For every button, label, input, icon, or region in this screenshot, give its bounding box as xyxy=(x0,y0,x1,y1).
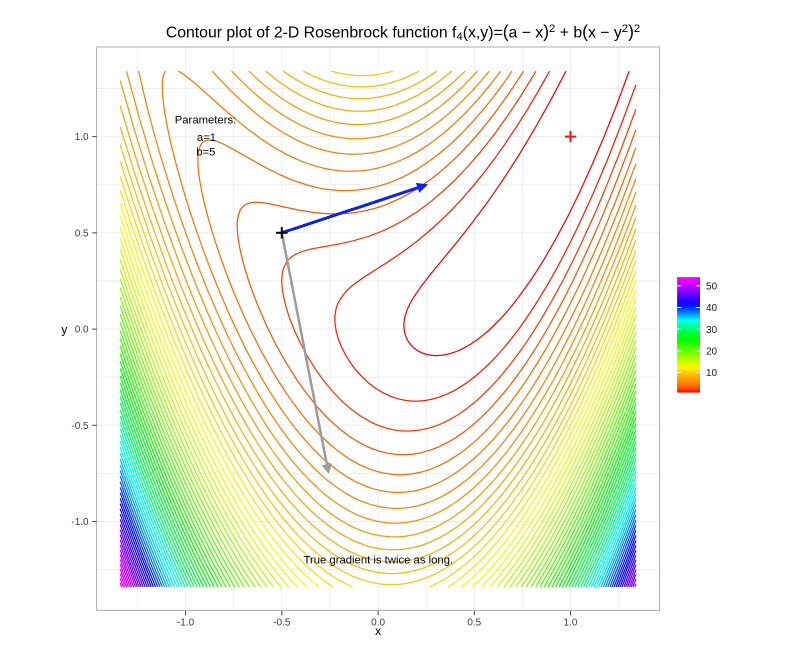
svg-text:-0.5: -0.5 xyxy=(273,618,291,629)
svg-text:1.0: 1.0 xyxy=(564,618,578,629)
svg-text:a=1: a=1 xyxy=(197,132,216,144)
svg-text:True gradient is twice as long: True gradient is twice as long. xyxy=(303,555,453,567)
svg-text:0.0: 0.0 xyxy=(371,618,385,629)
svg-text:0.0: 0.0 xyxy=(75,325,89,336)
svg-text:-0.5: -0.5 xyxy=(71,421,89,432)
svg-text:-1.0: -1.0 xyxy=(177,618,195,629)
svg-text:Parameters:: Parameters: xyxy=(175,114,237,126)
svg-text:Contour plot of 2-D Rosenbrock: Contour plot of 2-D Rosenbrock function … xyxy=(166,22,640,44)
svg-text:20: 20 xyxy=(706,346,718,357)
svg-text:40: 40 xyxy=(706,303,718,314)
svg-text:-1.0: -1.0 xyxy=(71,517,89,528)
svg-text:10: 10 xyxy=(706,368,718,379)
svg-text:b=5: b=5 xyxy=(196,147,215,159)
svg-text:1.0: 1.0 xyxy=(75,132,89,143)
svg-text:30: 30 xyxy=(706,325,718,336)
svg-text:0.5: 0.5 xyxy=(467,618,481,629)
svg-text:y: y xyxy=(61,323,67,337)
svg-text:50: 50 xyxy=(706,281,718,292)
svg-text:x: x xyxy=(375,624,381,638)
svg-text:0.5: 0.5 xyxy=(75,228,89,239)
